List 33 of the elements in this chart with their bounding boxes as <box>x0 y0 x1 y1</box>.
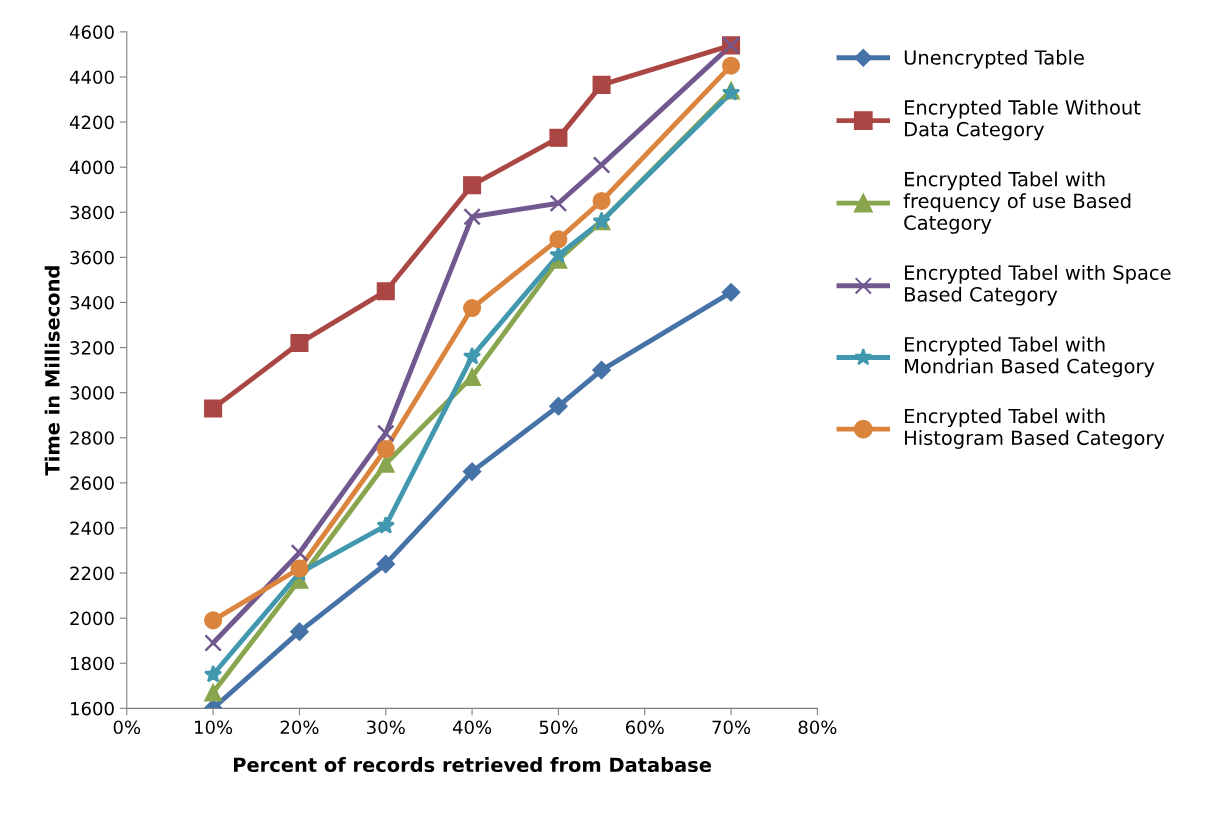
y-tick-label: 1600 <box>71 701 114 716</box>
legend-label: Encrypted Tabel with Mondrian Based Category <box>905 336 1155 378</box>
y-tick-label: 2800 <box>70 431 114 445</box>
x-tick-label: 50% <box>539 720 578 735</box>
x-tick-label: 40% <box>452 720 492 735</box>
legend-label: Encrypted Tabel with Space Based Category <box>905 264 1171 306</box>
y-tick-label: 2400 <box>70 521 114 536</box>
y-tick-label: 3000 <box>70 386 114 400</box>
y-tick-label: 2200 <box>70 566 114 581</box>
y-axis-title: Time in Millisecond <box>44 266 60 476</box>
y-tick-label: 2600 <box>70 476 114 490</box>
x-tick-label: 0% <box>113 720 141 735</box>
x-tick-label: 10% <box>195 720 233 735</box>
y-tick-label: 3600 <box>70 250 114 265</box>
y-tick-label: 3800 <box>70 205 114 220</box>
x-tick-label: 70% <box>712 720 751 735</box>
x-axis-title: Percent of records retrieved from Database <box>234 757 712 773</box>
y-tick-label: 3200 <box>70 341 114 355</box>
y-tick-label: 1800 <box>71 656 114 671</box>
legend-label: Encrypted Tabel with frequency of use Based Category <box>903 171 1131 234</box>
y-tick-label: 4000 <box>69 160 114 175</box>
y-tick-label: 2000 <box>70 611 114 626</box>
x-tick-label: 20% <box>280 720 319 735</box>
y-tick-label: 4200 <box>69 115 114 130</box>
legend-label: Encrypted Tabel with Histogram Based Category <box>905 408 1165 449</box>
y-tick-label: 4400 <box>69 70 114 85</box>
legend-label: Encrypted Table Without Data Category <box>905 99 1141 141</box>
x-tick-label: 30% <box>367 720 405 735</box>
legend-label: Unencrypted Table <box>904 49 1084 69</box>
x-tick-label: 60% <box>625 720 664 735</box>
x-tick-label: 80% <box>798 720 837 735</box>
y-tick-label: 3400 <box>70 295 114 310</box>
y-tick-label: 4600 <box>69 25 114 39</box>
